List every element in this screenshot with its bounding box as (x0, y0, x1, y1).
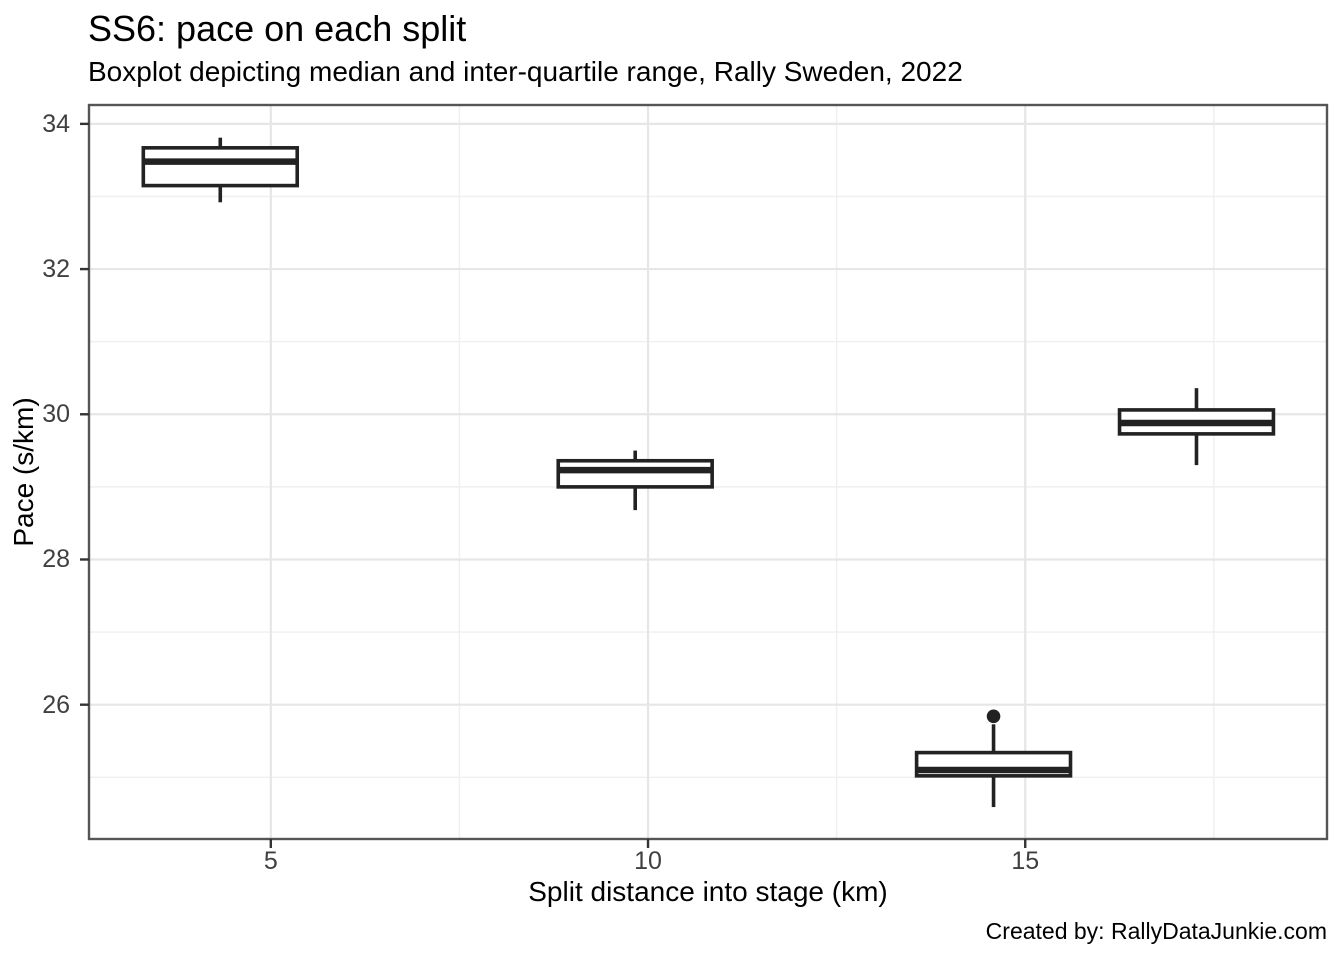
chart-title: SS6: pace on each split (88, 8, 467, 49)
y-tick-label: 28 (42, 545, 70, 574)
x-axis-title: Split distance into stage (km) (528, 876, 888, 907)
iqr-box (556, 458, 714, 489)
panel-border (87, 103, 1329, 841)
y-tick-label: 32 (42, 255, 70, 284)
x-tick-label: 5 (263, 847, 278, 875)
caption: Created by: RallyDataJunkie.com (985, 918, 1327, 944)
outlier-point (986, 709, 1001, 724)
y-tick-label: 30 (42, 400, 70, 429)
y-tick-label: 34 (42, 109, 70, 138)
chart-subtitle: Boxplot depicting median and inter-quart… (88, 56, 963, 87)
x-tick-label: 15 (1011, 847, 1040, 875)
y-tick-label: 26 (42, 690, 70, 719)
iqr-box (141, 146, 300, 188)
x-tick-label: 10 (634, 847, 662, 875)
